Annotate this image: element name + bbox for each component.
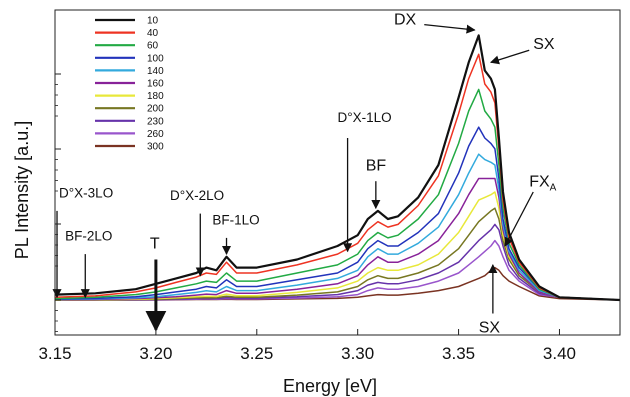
x-tick-label: 3.25 bbox=[240, 344, 273, 363]
x-tick-label: 3.35 bbox=[442, 344, 475, 363]
annotation-arrow-dx bbox=[424, 23, 476, 34]
legend-label-160: 160 bbox=[147, 79, 164, 90]
x-tick-label: 3.40 bbox=[543, 344, 576, 363]
legend-label-10: 10 bbox=[147, 16, 159, 27]
x-tick-label: 3.30 bbox=[341, 344, 374, 363]
legend-label-200: 200 bbox=[147, 104, 164, 115]
annotation-label-bf-1lo: BF-1LO bbox=[212, 212, 259, 227]
y-axis-title: PL Intensity [a.u.] bbox=[12, 121, 32, 259]
legend-label-100: 100 bbox=[147, 53, 164, 64]
annotation-label-bf: BF bbox=[366, 157, 387, 174]
x-axis: 3.15 3.20 3.25 3.30 3.35 3.40 bbox=[38, 329, 576, 363]
annotation-label-fxa: FXA bbox=[529, 174, 556, 194]
series-line-60 bbox=[54, 88, 621, 301]
legend-label-300: 300 bbox=[147, 142, 164, 153]
series-line-200 bbox=[55, 207, 621, 301]
annotation-label-sx-bottom: SX bbox=[479, 319, 501, 336]
legend-label-60: 60 bbox=[147, 41, 159, 52]
annotation-arrow-sx-top bbox=[489, 49, 530, 65]
series-layer bbox=[54, 34, 621, 302]
annotation-label-sx-top: SX bbox=[533, 36, 555, 53]
legend-label-260: 260 bbox=[147, 129, 164, 140]
x-axis-title: Energy [eV] bbox=[283, 376, 377, 396]
series-line-100 bbox=[54, 126, 621, 301]
annotation-label-dox-3lo: D°X-3LO bbox=[59, 185, 113, 200]
annotation-arrow-fxa bbox=[504, 191, 534, 247]
annotation-label-dox-1lo: D°X-1LO bbox=[338, 110, 392, 125]
series-line-180 bbox=[54, 191, 621, 301]
annotation-label-bf-2lo: BF-2LO bbox=[65, 229, 112, 244]
legend-label-40: 40 bbox=[147, 28, 159, 39]
annotation-label-dx: DX bbox=[394, 12, 417, 29]
legend-label-140: 140 bbox=[147, 66, 164, 77]
annotation-label-t: T bbox=[150, 236, 160, 253]
annotation-layer: DX SX FXA SX D°X-1LO BF D°X-2LO BF-1LO D°X-3LO BF… bbox=[52, 12, 557, 336]
legend-label-180: 180 bbox=[147, 91, 164, 102]
legend-label-230: 230 bbox=[147, 116, 164, 127]
y-ticks bbox=[55, 73, 61, 332]
plot-frame bbox=[54, 9, 621, 336]
x-tick-label: 3.20 bbox=[139, 344, 172, 363]
annotation-subscript-fxa: A bbox=[550, 183, 557, 194]
x-tick-label: 3.15 bbox=[38, 344, 71, 363]
annotation-label-dox-2lo: D°X-2LO bbox=[170, 188, 224, 203]
series-line-230 bbox=[55, 223, 621, 301]
series-line-10 bbox=[54, 34, 621, 302]
